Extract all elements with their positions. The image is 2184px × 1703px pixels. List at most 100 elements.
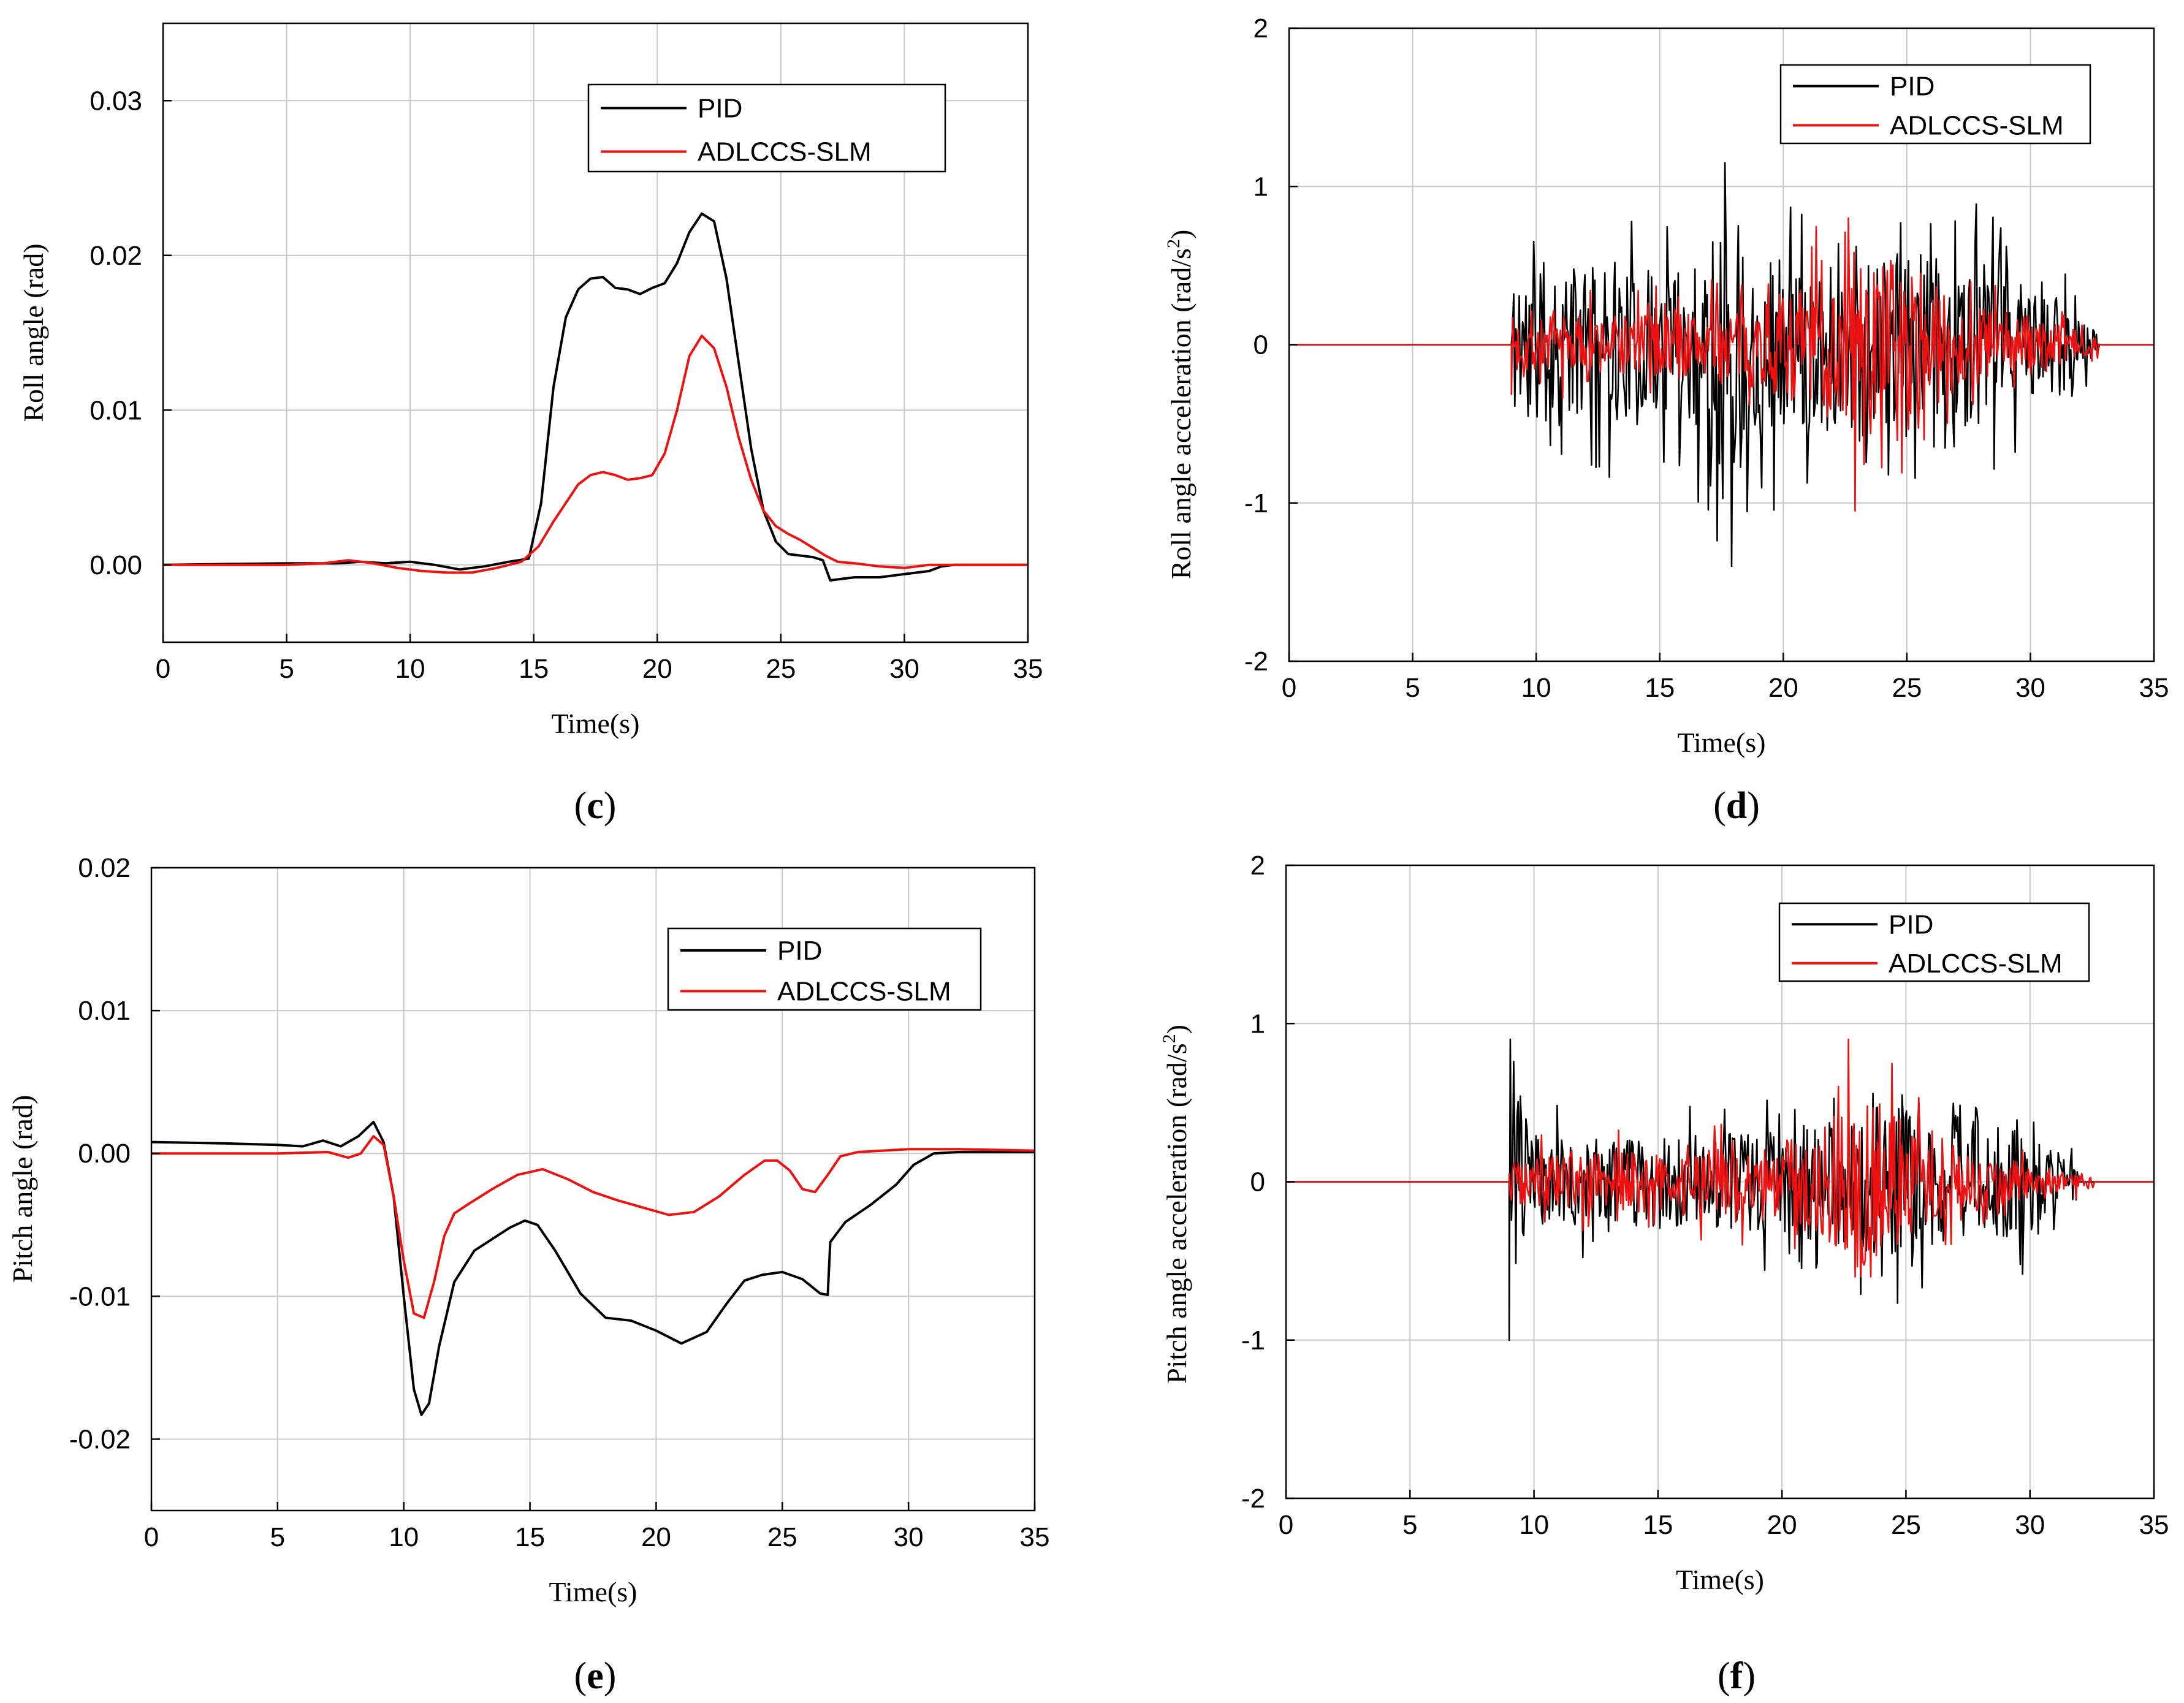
chart-panel-d: 0 5 10 15 20 25 30 35 -2 -1 0 1 2 Time(s) Roll angle a… [1163,13,2169,827]
legend: PID ADLCCS-SLM [1779,64,2091,145]
x-tick-label: 25 [766,654,796,684]
y-tick-label: 0.03 [89,86,142,116]
panel-label-letter: d [1726,785,1747,827]
series-line-adlccs-slm [1289,217,2154,512]
panel-label-close: ) [1747,785,1760,827]
plot-frame [150,867,1036,1512]
y-tick-label: 0 [1250,1167,1265,1197]
y-tick-label: -1 [1241,1326,1265,1356]
x-tick-label: 0 [1279,1510,1293,1540]
panel-label-letter: f [1730,1655,1744,1697]
y-tick-label: -0.01 [69,1281,131,1311]
y-tick-label: -2 [1241,1484,1265,1514]
panel-label-open: ( [1713,785,1726,827]
x-tick-label: 0 [156,654,170,684]
x-tick-label: 5 [270,1522,285,1552]
y-axis-label: Roll angle (rad) [18,243,49,422]
legend: PID ADLCCS-SLM [1778,902,2090,982]
x-tick-label: 0 [144,1522,159,1552]
series-group [1286,1038,2154,1341]
x-tick-label: 0 [1282,673,1296,703]
chart-panel-e: 0 5 10 15 20 25 30 35 -0.02 -0.01 0.00 0.01 0.02 Time… [7,853,1049,1697]
y-tick-label: -2 [1244,647,1268,677]
x-tick-label: 30 [2015,673,2045,703]
y-axis-label: Roll angle acceleration (rad/s2) [1163,230,1197,580]
panel-label-open: ( [1718,1655,1730,1697]
x-tick-label: 20 [1767,1510,1797,1540]
x-tick-label: 15 [1643,1510,1673,1540]
panel-label-letter: e [587,1655,604,1697]
panel-label-open: ( [574,1655,587,1697]
plot-frame [162,22,1029,643]
y-tick-label: 2 [1250,851,1265,881]
x-tick-label: 10 [389,1522,419,1552]
x-tick-label: 35 [2139,1510,2169,1540]
x-tick-label: 5 [1402,1510,1417,1540]
x-tick-label: 30 [889,654,919,684]
x-tick-label: 20 [641,1522,671,1552]
series-line-pid [151,1120,1035,1416]
y-tick-label: 0.01 [78,996,131,1026]
legend-label: ADLCCS-SLM [698,137,872,167]
x-tick-label: 10 [1521,673,1551,703]
legend: PID ADLCCS-SLM [587,83,946,173]
x-tick-label: 20 [642,654,672,684]
y-tick-label: -0.02 [69,1424,131,1454]
y-tick-label: 0.02 [78,853,131,883]
series-group [163,212,1028,582]
y-tick-label: 1 [1254,172,1268,202]
panel-label: (f) [1718,1655,1756,1697]
series-line-adlccs-slm [1286,1038,2154,1278]
panel-label-open: ( [574,785,587,827]
y-axis-label-superscript: 2 [1159,1034,1179,1043]
y-axis-label-end: ) [1165,230,1197,239]
x-axis-label: Time(s) [552,708,640,739]
x-tick-label: 30 [2015,1510,2045,1540]
y-tick-label: 0.00 [78,1139,131,1169]
y-tick-label: 2 [1254,13,1268,44]
panel-label-close: ) [604,1655,617,1697]
y-tick-label: 0.00 [89,550,142,580]
x-tick-label: 25 [1892,673,1922,703]
x-axis-label: Time(s) [1676,1564,1764,1595]
legend-label: ADLCCS-SLM [1890,111,2064,141]
y-axis-label-text: Pitch angle (rad) [7,1095,38,1283]
x-tick-label: 5 [279,654,294,684]
y-tick-label: 0.01 [89,395,142,425]
legend-box [667,927,982,1011]
panel-label: (c) [574,785,617,827]
series-line-pid [1289,162,2154,567]
series-group [151,1120,1035,1416]
legend-box [1778,902,2090,982]
y-tick-label: 0 [1254,330,1268,360]
y-tick-label: 1 [1250,1009,1265,1039]
legend: PID ADLCCS-SLM [667,927,982,1011]
legend-label: PID [698,93,742,123]
legend-label: PID [777,936,822,966]
legend-label: ADLCCS-SLM [1889,949,2063,979]
x-tick-label: 35 [1020,1522,1050,1552]
x-tick-label: 30 [894,1522,924,1552]
panel-label-close: ) [604,785,617,827]
x-tick-label: 35 [1013,654,1043,684]
y-axis-label: Pitch angle acceleration (rad/s2) [1159,1025,1192,1384]
legend-label: PID [1889,909,1933,939]
x-tick-label: 25 [1891,1510,1921,1540]
chart-panel-c: 0 5 10 15 20 25 30 35 0.00 0.01 0.02 0.03 Time(s) Rol… [18,22,1043,827]
series-line-adlccs-slm [151,1135,1035,1319]
panel-label: (d) [1713,785,1760,827]
y-axis-label-text: Pitch angle acceleration (rad/s [1161,1043,1192,1384]
legend-box [1779,64,2091,145]
chart-panel-f: 0 5 10 15 20 25 30 35 -2 -1 0 1 2 Time(s) Pitch angle … [1159,851,2169,1697]
x-tick-label: 10 [395,654,425,684]
panel-label: (e) [574,1655,617,1697]
legend-label: PID [1890,72,1935,102]
x-axis-label: Time(s) [1678,727,1766,758]
x-tick-label: 35 [2139,673,2169,703]
series-group [1289,162,2154,567]
x-tick-label: 20 [1768,673,1798,703]
x-axis-label: Time(s) [549,1576,637,1607]
legend-box [587,83,946,173]
y-axis-label-text: Roll angle (rad) [18,243,49,422]
